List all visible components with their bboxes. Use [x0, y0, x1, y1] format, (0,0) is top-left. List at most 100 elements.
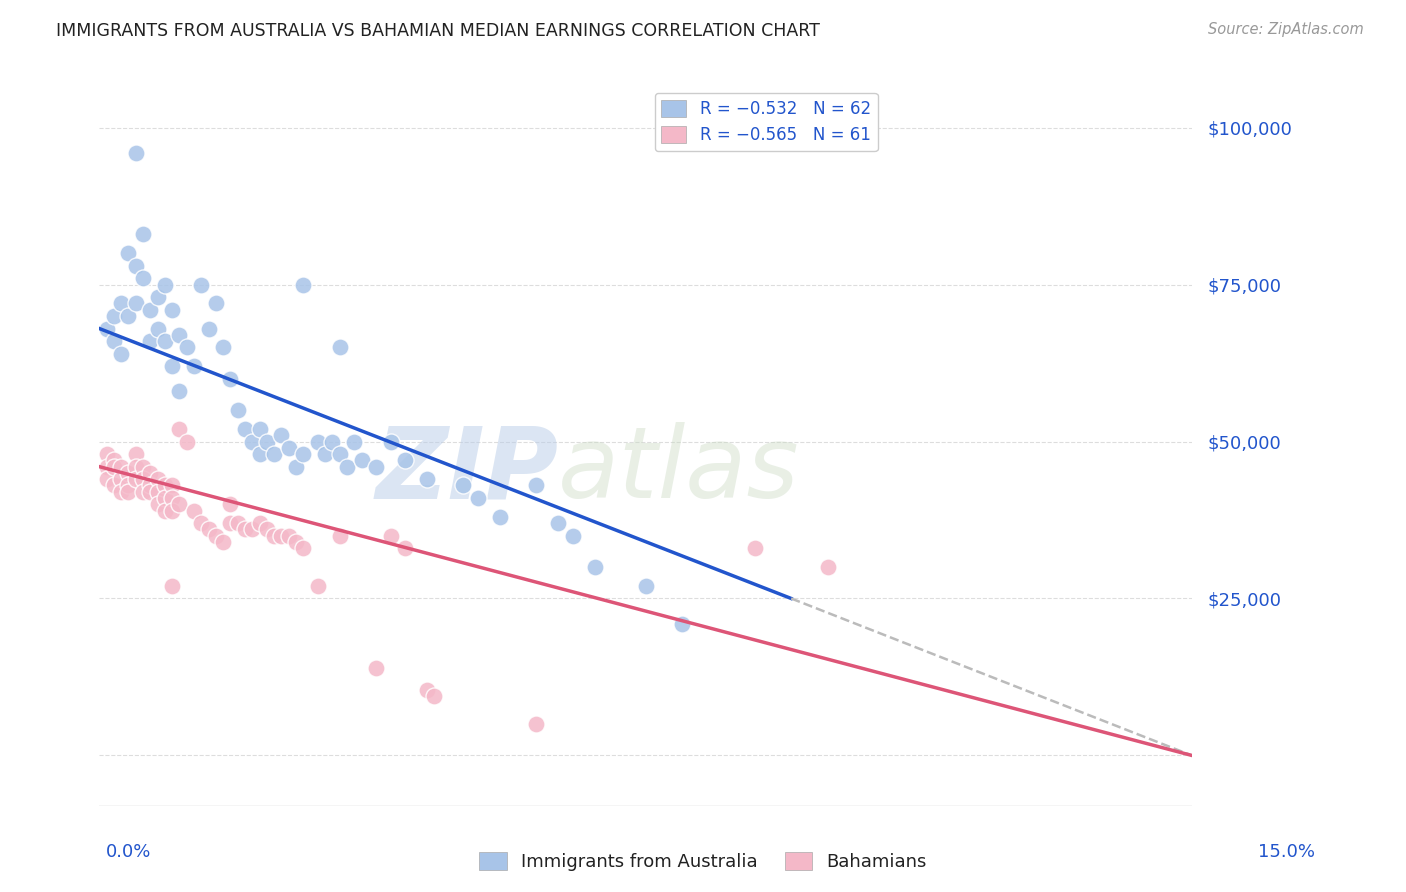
Point	[117, 478, 139, 492]
Point	[249, 516, 271, 530]
Point	[307, 434, 329, 449]
Point	[249, 447, 271, 461]
Point	[160, 478, 183, 492]
Point	[96, 321, 118, 335]
Point	[249, 422, 271, 436]
Point	[110, 472, 132, 486]
Point	[117, 309, 139, 323]
Point	[524, 478, 547, 492]
Point	[160, 503, 183, 517]
Point	[321, 434, 343, 449]
Point	[117, 466, 139, 480]
Point	[96, 459, 118, 474]
Point	[169, 384, 191, 399]
Point	[96, 472, 118, 486]
Point	[125, 472, 148, 486]
Point	[153, 277, 176, 292]
Point	[125, 459, 148, 474]
Text: 0.0%: 0.0%	[105, 843, 150, 861]
Point	[132, 484, 155, 499]
Point	[270, 428, 292, 442]
Point	[489, 509, 512, 524]
Point	[146, 497, 169, 511]
Point	[132, 271, 155, 285]
Point	[219, 497, 242, 511]
Point	[329, 529, 352, 543]
Point	[110, 459, 132, 474]
Point	[205, 529, 228, 543]
Point	[292, 277, 315, 292]
Point	[190, 277, 212, 292]
Point	[117, 484, 139, 499]
Point	[233, 523, 256, 537]
Point	[285, 535, 308, 549]
Point	[292, 541, 315, 556]
Point	[307, 579, 329, 593]
Y-axis label: Median Earnings: Median Earnings	[0, 373, 8, 510]
Point	[634, 579, 657, 593]
Point	[671, 616, 693, 631]
Point	[125, 447, 148, 461]
Point	[197, 321, 219, 335]
Point	[212, 340, 235, 354]
Point	[139, 478, 162, 492]
Point	[547, 516, 569, 530]
Point	[132, 459, 155, 474]
Point	[103, 459, 125, 474]
Point	[380, 434, 402, 449]
Text: Source: ZipAtlas.com: Source: ZipAtlas.com	[1208, 22, 1364, 37]
Point	[160, 491, 183, 505]
Point	[416, 472, 439, 486]
Point	[169, 497, 191, 511]
Point	[190, 516, 212, 530]
Point	[744, 541, 766, 556]
Point	[285, 459, 308, 474]
Point	[256, 523, 278, 537]
Point	[96, 447, 118, 461]
Point	[132, 472, 155, 486]
Point	[110, 346, 132, 360]
Point	[226, 403, 249, 417]
Point	[103, 478, 125, 492]
Point	[146, 472, 169, 486]
Point	[277, 529, 299, 543]
Point	[160, 359, 183, 374]
Point	[817, 560, 839, 574]
Point	[169, 327, 191, 342]
Point	[103, 334, 125, 348]
Point	[139, 484, 162, 499]
Point	[153, 478, 176, 492]
Point	[205, 296, 228, 310]
Point	[219, 516, 242, 530]
Point	[183, 503, 205, 517]
Point	[416, 682, 439, 697]
Legend: R = −0.532   N = 62, R = −0.565   N = 61: R = −0.532 N = 62, R = −0.565 N = 61	[655, 93, 877, 151]
Point	[364, 459, 387, 474]
Point	[583, 560, 606, 574]
Point	[394, 453, 416, 467]
Point	[160, 302, 183, 317]
Point	[169, 422, 191, 436]
Point	[380, 529, 402, 543]
Text: 15.0%: 15.0%	[1257, 843, 1315, 861]
Point	[176, 340, 198, 354]
Point	[110, 484, 132, 499]
Point	[561, 529, 583, 543]
Point	[226, 516, 249, 530]
Point	[139, 466, 162, 480]
Point	[270, 529, 292, 543]
Point	[219, 372, 242, 386]
Point	[467, 491, 489, 505]
Point	[263, 529, 285, 543]
Point	[125, 296, 148, 310]
Point	[240, 434, 263, 449]
Point	[423, 689, 446, 703]
Point	[183, 359, 205, 374]
Point	[343, 434, 366, 449]
Point	[350, 453, 373, 467]
Point	[329, 340, 352, 354]
Point	[132, 227, 155, 242]
Point	[197, 523, 219, 537]
Point	[364, 660, 387, 674]
Point	[125, 259, 148, 273]
